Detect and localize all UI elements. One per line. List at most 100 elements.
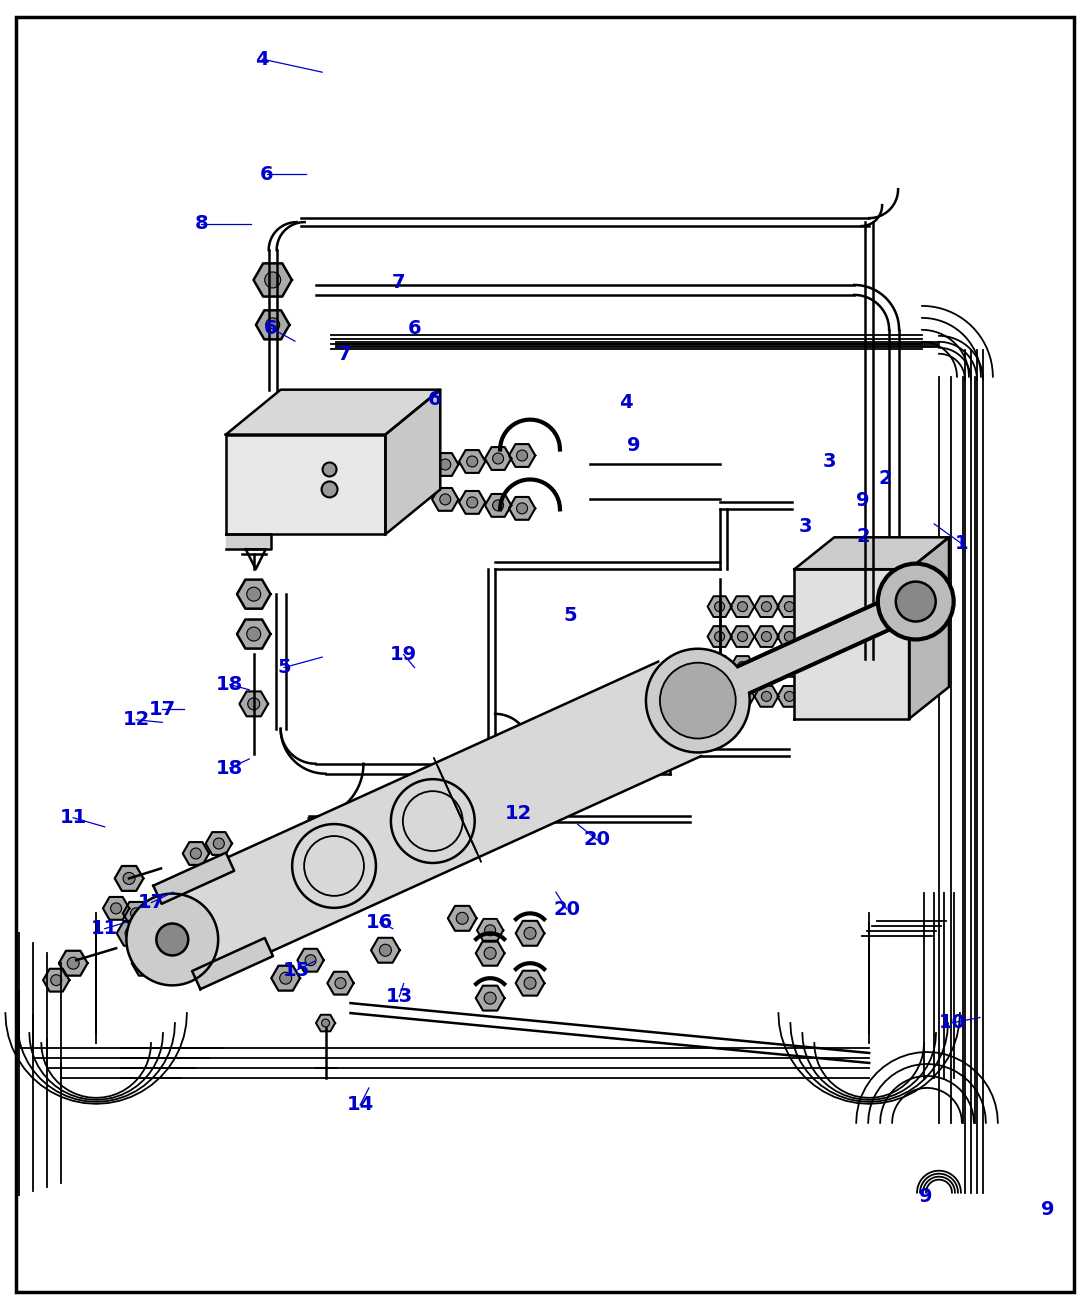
Circle shape [646,649,750,753]
Text: 14: 14 [347,1096,374,1114]
Polygon shape [509,497,535,520]
Polygon shape [707,597,731,617]
Circle shape [738,691,748,702]
Circle shape [762,631,772,641]
Polygon shape [226,435,386,534]
Circle shape [68,957,80,969]
Circle shape [265,272,281,288]
Circle shape [738,602,748,611]
Polygon shape [448,906,476,931]
Polygon shape [226,390,440,435]
Polygon shape [183,842,209,865]
Circle shape [126,894,218,986]
Polygon shape [777,597,801,617]
Polygon shape [132,950,160,975]
Polygon shape [459,450,485,473]
Circle shape [247,698,259,709]
Text: 12: 12 [122,711,149,729]
Text: 5: 5 [564,606,577,624]
Text: 11: 11 [60,808,87,827]
Polygon shape [339,808,363,829]
Circle shape [346,814,355,823]
Circle shape [484,992,496,1004]
Text: 3: 3 [799,517,813,537]
Circle shape [484,948,496,959]
Polygon shape [516,971,544,996]
Polygon shape [432,488,459,511]
Polygon shape [777,626,801,647]
Text: 20: 20 [554,899,580,919]
Text: 11: 11 [92,919,119,939]
Circle shape [439,493,451,505]
Text: 8: 8 [195,215,208,233]
Circle shape [335,978,346,988]
Polygon shape [165,661,701,980]
Polygon shape [154,852,234,903]
Text: 1: 1 [955,534,968,552]
Circle shape [877,564,954,640]
Text: 18: 18 [216,675,243,694]
Circle shape [266,318,280,331]
Circle shape [246,627,261,641]
Polygon shape [475,941,505,966]
Text: 16: 16 [366,912,393,932]
Text: 20: 20 [583,830,610,850]
Polygon shape [477,919,504,941]
Polygon shape [167,950,195,975]
Circle shape [467,497,477,508]
Polygon shape [123,902,149,924]
Polygon shape [237,580,270,609]
Polygon shape [730,626,754,647]
Polygon shape [754,597,778,617]
Circle shape [715,631,725,641]
Circle shape [322,482,338,497]
Circle shape [517,503,528,514]
Text: 3: 3 [823,452,837,471]
Circle shape [160,927,172,940]
Polygon shape [516,920,544,945]
Polygon shape [795,569,909,719]
Circle shape [659,662,736,738]
Circle shape [467,456,477,467]
Polygon shape [114,867,144,891]
Polygon shape [386,390,440,534]
Polygon shape [777,656,801,677]
Text: 18: 18 [216,759,243,778]
Polygon shape [754,656,778,677]
Text: 7: 7 [391,272,405,292]
Polygon shape [44,969,70,992]
Text: 12: 12 [506,804,533,823]
Circle shape [785,631,795,641]
Text: 2: 2 [857,528,871,546]
Polygon shape [254,263,292,297]
Polygon shape [707,686,731,707]
Polygon shape [206,833,232,855]
Circle shape [762,661,772,672]
Text: 6: 6 [259,165,274,183]
Circle shape [493,453,504,463]
Polygon shape [730,597,754,617]
Circle shape [715,602,725,611]
Text: 17: 17 [148,700,175,719]
Text: 6: 6 [264,318,278,338]
Circle shape [439,459,451,470]
Circle shape [762,691,772,702]
Polygon shape [777,686,801,707]
Polygon shape [192,939,272,990]
Text: 5: 5 [277,658,291,677]
Polygon shape [240,691,268,716]
Polygon shape [730,686,754,707]
Text: 17: 17 [137,893,165,912]
Text: 10: 10 [940,1013,966,1033]
Circle shape [156,924,189,956]
Polygon shape [754,686,778,707]
Polygon shape [152,920,180,945]
Circle shape [140,957,152,969]
Text: 9: 9 [628,436,641,456]
Circle shape [738,661,748,672]
Circle shape [785,602,795,611]
Circle shape [493,500,504,511]
Polygon shape [475,986,505,1011]
Text: 9: 9 [856,491,869,511]
Circle shape [280,973,292,984]
